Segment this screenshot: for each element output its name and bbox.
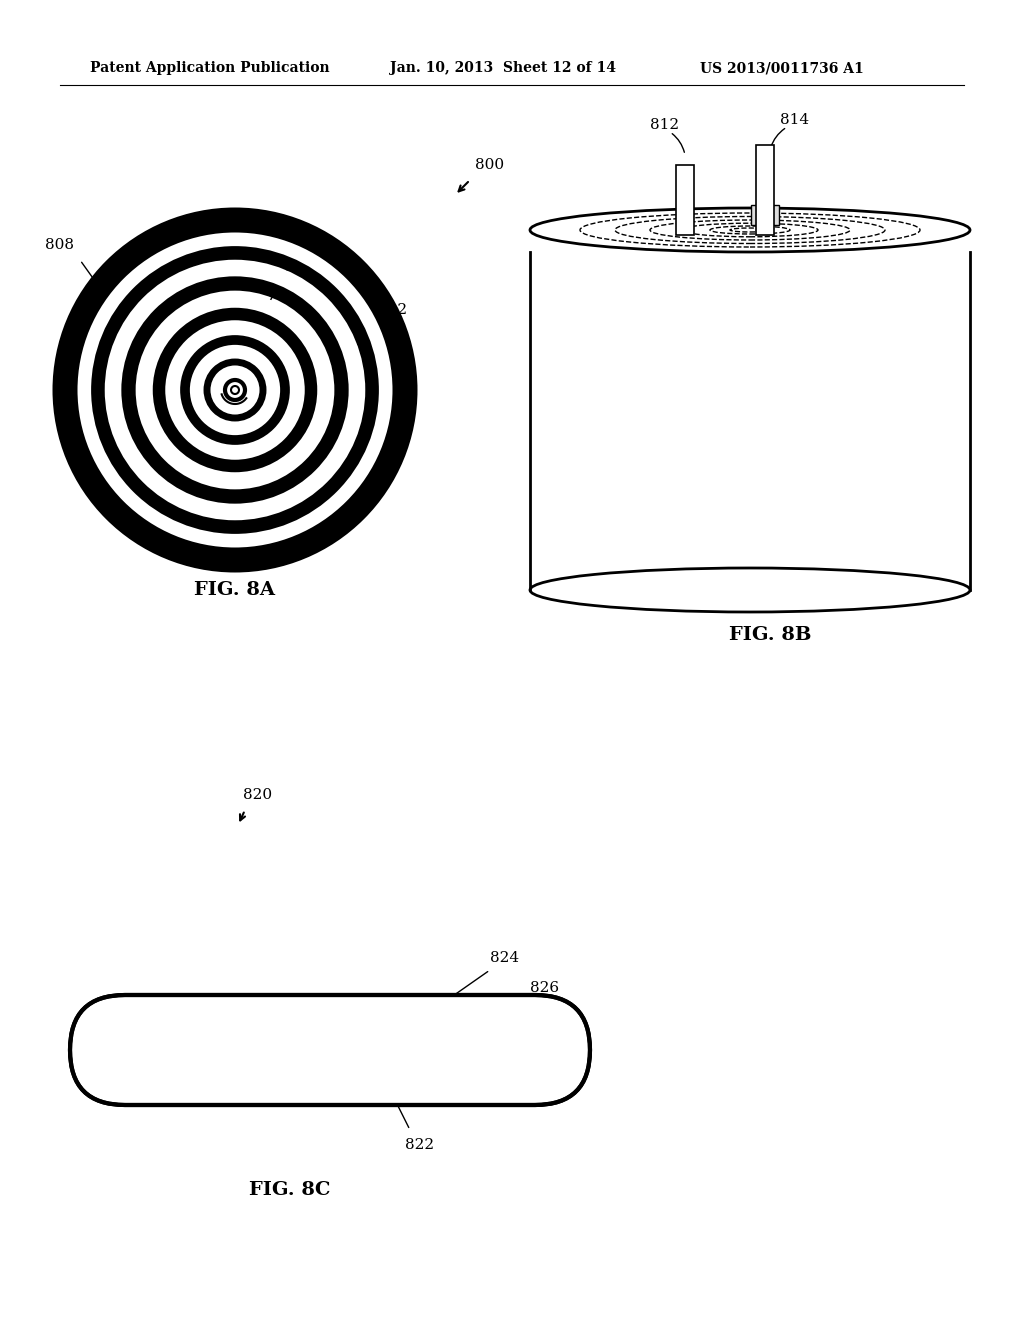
Text: 800: 800 xyxy=(475,158,505,172)
FancyBboxPatch shape xyxy=(676,165,694,235)
FancyBboxPatch shape xyxy=(137,1035,523,1065)
Text: 812: 812 xyxy=(650,117,680,132)
Text: 806: 806 xyxy=(188,235,217,249)
Text: US 2013/0011736 A1: US 2013/0011736 A1 xyxy=(700,61,864,75)
FancyBboxPatch shape xyxy=(70,995,590,1105)
FancyBboxPatch shape xyxy=(183,1047,477,1053)
Text: Jan. 10, 2013  Sheet 12 of 14: Jan. 10, 2013 Sheet 12 of 14 xyxy=(390,61,616,75)
Text: FIG. 8C: FIG. 8C xyxy=(249,1181,331,1199)
Ellipse shape xyxy=(530,209,970,252)
Text: 822: 822 xyxy=(406,1138,434,1152)
Text: 824: 824 xyxy=(490,950,519,965)
FancyBboxPatch shape xyxy=(160,1041,500,1059)
Text: FIG. 8A: FIG. 8A xyxy=(195,581,275,599)
FancyBboxPatch shape xyxy=(104,1019,556,1081)
Text: 814: 814 xyxy=(780,114,810,127)
Text: FIG. 8B: FIG. 8B xyxy=(729,626,811,644)
FancyBboxPatch shape xyxy=(173,1045,487,1053)
FancyBboxPatch shape xyxy=(82,1007,578,1093)
FancyBboxPatch shape xyxy=(756,145,774,235)
FancyBboxPatch shape xyxy=(114,1024,546,1076)
FancyBboxPatch shape xyxy=(127,1030,534,1071)
FancyBboxPatch shape xyxy=(751,205,779,224)
Text: Patent Application Publication: Patent Application Publication xyxy=(90,61,330,75)
Text: 826: 826 xyxy=(530,981,559,995)
FancyBboxPatch shape xyxy=(92,1012,568,1088)
FancyBboxPatch shape xyxy=(150,1040,510,1060)
Text: 820: 820 xyxy=(244,788,272,803)
Ellipse shape xyxy=(530,568,970,612)
Text: 802: 802 xyxy=(379,304,408,317)
Text: 804: 804 xyxy=(289,243,317,257)
Text: 808: 808 xyxy=(45,238,75,252)
